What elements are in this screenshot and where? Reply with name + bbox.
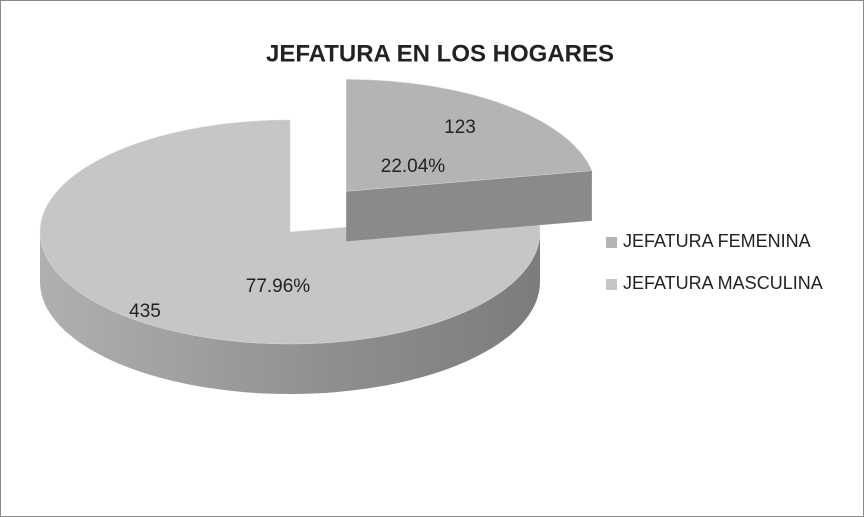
legend-label: JEFATURA FEMENINA bbox=[623, 231, 811, 251]
legend-swatch bbox=[606, 279, 617, 290]
percentage-label: 22.04% bbox=[381, 156, 446, 177]
chart-title: JEFATURA EN LOS HOGARES bbox=[266, 40, 614, 67]
value-label: 123 bbox=[444, 117, 476, 138]
slice bbox=[39, 119, 541, 345]
legend-label: JEFATURA MASCULINA bbox=[623, 273, 823, 293]
slice bbox=[345, 79, 593, 192]
legend-swatch bbox=[606, 237, 617, 248]
percentage-label: 77.96% bbox=[246, 276, 311, 297]
slice-side bbox=[40, 232, 540, 394]
value-label: 435 bbox=[129, 301, 161, 322]
slice-side bbox=[346, 170, 592, 242]
